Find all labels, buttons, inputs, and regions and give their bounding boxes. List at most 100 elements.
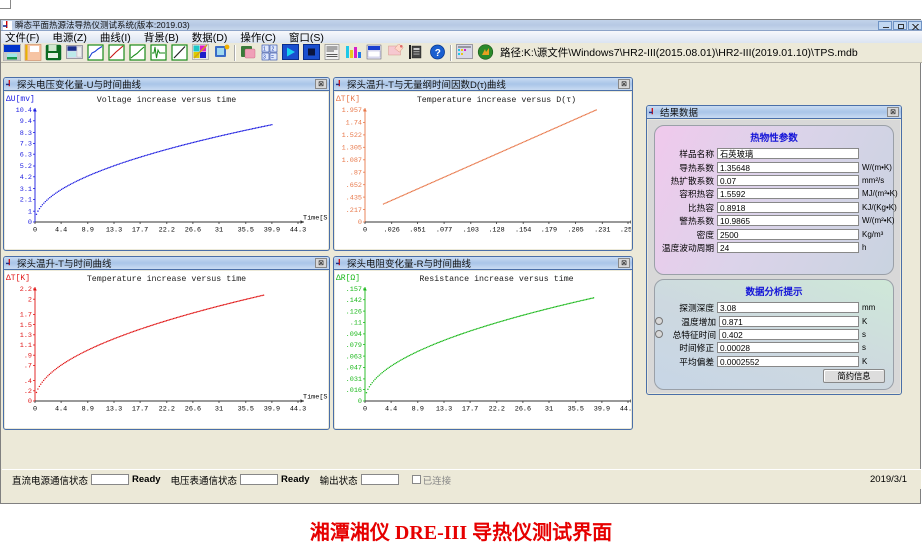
svg-text:26.6: 26.6 xyxy=(515,406,531,414)
svg-text:.157: .157 xyxy=(346,286,362,294)
svg-text:39.9: 39.9 xyxy=(264,227,280,235)
svg-text:1: 1 xyxy=(28,208,32,216)
svg-text:44.3: 44.3 xyxy=(620,406,631,414)
svg-text:.87: .87 xyxy=(350,169,362,177)
svg-text:22.2: 22.2 xyxy=(159,406,175,414)
svg-text:.077: .077 xyxy=(436,227,452,235)
svg-text:4.2: 4.2 xyxy=(20,174,32,182)
svg-text:.079: .079 xyxy=(346,342,362,350)
svg-text:.031: .031 xyxy=(346,376,362,384)
svg-text:.9: .9 xyxy=(24,352,32,360)
svg-text:10.4: 10.4 xyxy=(16,107,32,115)
svg-text:.026: .026 xyxy=(384,227,400,235)
svg-text:39.9: 39.9 xyxy=(264,406,280,414)
svg-text:2: 2 xyxy=(271,47,274,53)
svg-text:8.9: 8.9 xyxy=(82,406,94,414)
svg-text:ΔT[K]: ΔT[K] xyxy=(336,95,360,104)
svg-text:1.087: 1.087 xyxy=(342,157,362,165)
svg-text:.231: .231 xyxy=(594,227,610,235)
svg-text:5.2: 5.2 xyxy=(20,163,32,171)
svg-text:35.5: 35.5 xyxy=(238,227,254,235)
svg-text:.7: .7 xyxy=(24,363,32,371)
svg-text:31: 31 xyxy=(215,227,223,235)
svg-text:0: 0 xyxy=(28,398,32,406)
svg-text:.142: .142 xyxy=(346,297,362,305)
svg-text:2.1: 2.1 xyxy=(20,197,32,205)
svg-text:1.305: 1.305 xyxy=(342,145,362,153)
svg-text:3: 3 xyxy=(263,55,266,61)
svg-text:6.3: 6.3 xyxy=(20,151,32,159)
svg-text:.256: .256 xyxy=(620,227,631,235)
svg-text:.051: .051 xyxy=(409,227,425,235)
svg-text:31: 31 xyxy=(215,406,223,414)
svg-text:Temperature increase versus D(: Temperature increase versus D(τ) xyxy=(417,95,576,105)
svg-text:0: 0 xyxy=(363,227,367,235)
svg-text:17.7: 17.7 xyxy=(132,227,148,235)
svg-text:1.522: 1.522 xyxy=(342,132,362,140)
svg-text:Time[S]: Time[S] xyxy=(303,215,328,223)
svg-text:2.2: 2.2 xyxy=(20,286,32,294)
svg-text:Voltage increase versus time: Voltage increase versus time xyxy=(97,95,236,105)
svg-text:2: 2 xyxy=(28,296,32,304)
svg-text:.435: .435 xyxy=(346,194,362,202)
svg-text:Temperature increase versus ti: Temperature increase versus time xyxy=(87,274,246,284)
svg-text:22.2: 22.2 xyxy=(489,406,505,414)
svg-text:35.5: 35.5 xyxy=(238,406,254,414)
svg-text:.205: .205 xyxy=(567,227,583,235)
svg-text:.4: .4 xyxy=(24,378,32,386)
svg-text:.103: .103 xyxy=(463,227,479,235)
svg-text:9.4: 9.4 xyxy=(20,118,32,126)
svg-text:.047: .047 xyxy=(346,365,362,373)
svg-text:8.3: 8.3 xyxy=(20,130,32,138)
svg-text:0: 0 xyxy=(363,406,367,414)
svg-text:0: 0 xyxy=(33,406,37,414)
svg-text:.179: .179 xyxy=(541,227,557,235)
svg-text:44.3: 44.3 xyxy=(290,227,306,235)
svg-text:4.4: 4.4 xyxy=(55,227,67,235)
svg-text:4.4: 4.4 xyxy=(55,406,67,414)
svg-text:0: 0 xyxy=(28,219,32,227)
svg-text:13.3: 13.3 xyxy=(106,227,122,235)
svg-text:1: 1 xyxy=(263,47,266,53)
svg-text:22.2: 22.2 xyxy=(159,227,175,235)
svg-text:3.1: 3.1 xyxy=(20,186,32,194)
svg-text:Time[S]: Time[S] xyxy=(303,394,328,402)
svg-text:1.5: 1.5 xyxy=(20,322,32,330)
svg-text:=: = xyxy=(271,55,274,61)
svg-text:7.3: 7.3 xyxy=(20,141,32,149)
svg-text:1.7: 1.7 xyxy=(20,312,32,320)
svg-text:13.3: 13.3 xyxy=(436,406,452,414)
svg-text:17.7: 17.7 xyxy=(132,406,148,414)
svg-text:.652: .652 xyxy=(346,182,362,190)
svg-text:35.5: 35.5 xyxy=(568,406,584,414)
svg-text:1.957: 1.957 xyxy=(342,107,362,115)
svg-text:.126: .126 xyxy=(346,308,362,316)
svg-text:Resistance increase versus tim: Resistance increase versus time xyxy=(419,274,573,284)
svg-text:39.9: 39.9 xyxy=(594,406,610,414)
svg-text:.128: .128 xyxy=(488,227,504,235)
svg-text:26.6: 26.6 xyxy=(185,227,201,235)
svg-text:31: 31 xyxy=(545,406,553,414)
svg-text:.094: .094 xyxy=(346,331,362,339)
svg-text:.217: .217 xyxy=(346,207,362,215)
svg-text:0: 0 xyxy=(33,227,37,235)
svg-text:?: ? xyxy=(434,48,440,59)
svg-text:ΔR[Ω]: ΔR[Ω] xyxy=(336,274,360,283)
svg-text:.016: .016 xyxy=(346,387,362,395)
svg-text:4.4: 4.4 xyxy=(385,406,397,414)
svg-text:ΔT[K]: ΔT[K] xyxy=(6,274,30,283)
svg-text:.2: .2 xyxy=(24,388,32,396)
svg-text:.063: .063 xyxy=(346,353,362,361)
svg-text:0: 0 xyxy=(358,398,362,406)
svg-text:8.9: 8.9 xyxy=(82,227,94,235)
svg-text:26.6: 26.6 xyxy=(185,406,201,414)
svg-text:13.3: 13.3 xyxy=(106,406,122,414)
svg-text:.154: .154 xyxy=(515,227,531,235)
svg-text:1.3: 1.3 xyxy=(20,332,32,340)
svg-text:0: 0 xyxy=(358,219,362,227)
svg-text:1.1: 1.1 xyxy=(20,342,32,350)
svg-text:17.7: 17.7 xyxy=(462,406,478,414)
svg-text:.11: .11 xyxy=(350,320,362,328)
svg-text:ΔU[mv]: ΔU[mv] xyxy=(6,95,35,104)
svg-text:1.74: 1.74 xyxy=(346,120,362,128)
